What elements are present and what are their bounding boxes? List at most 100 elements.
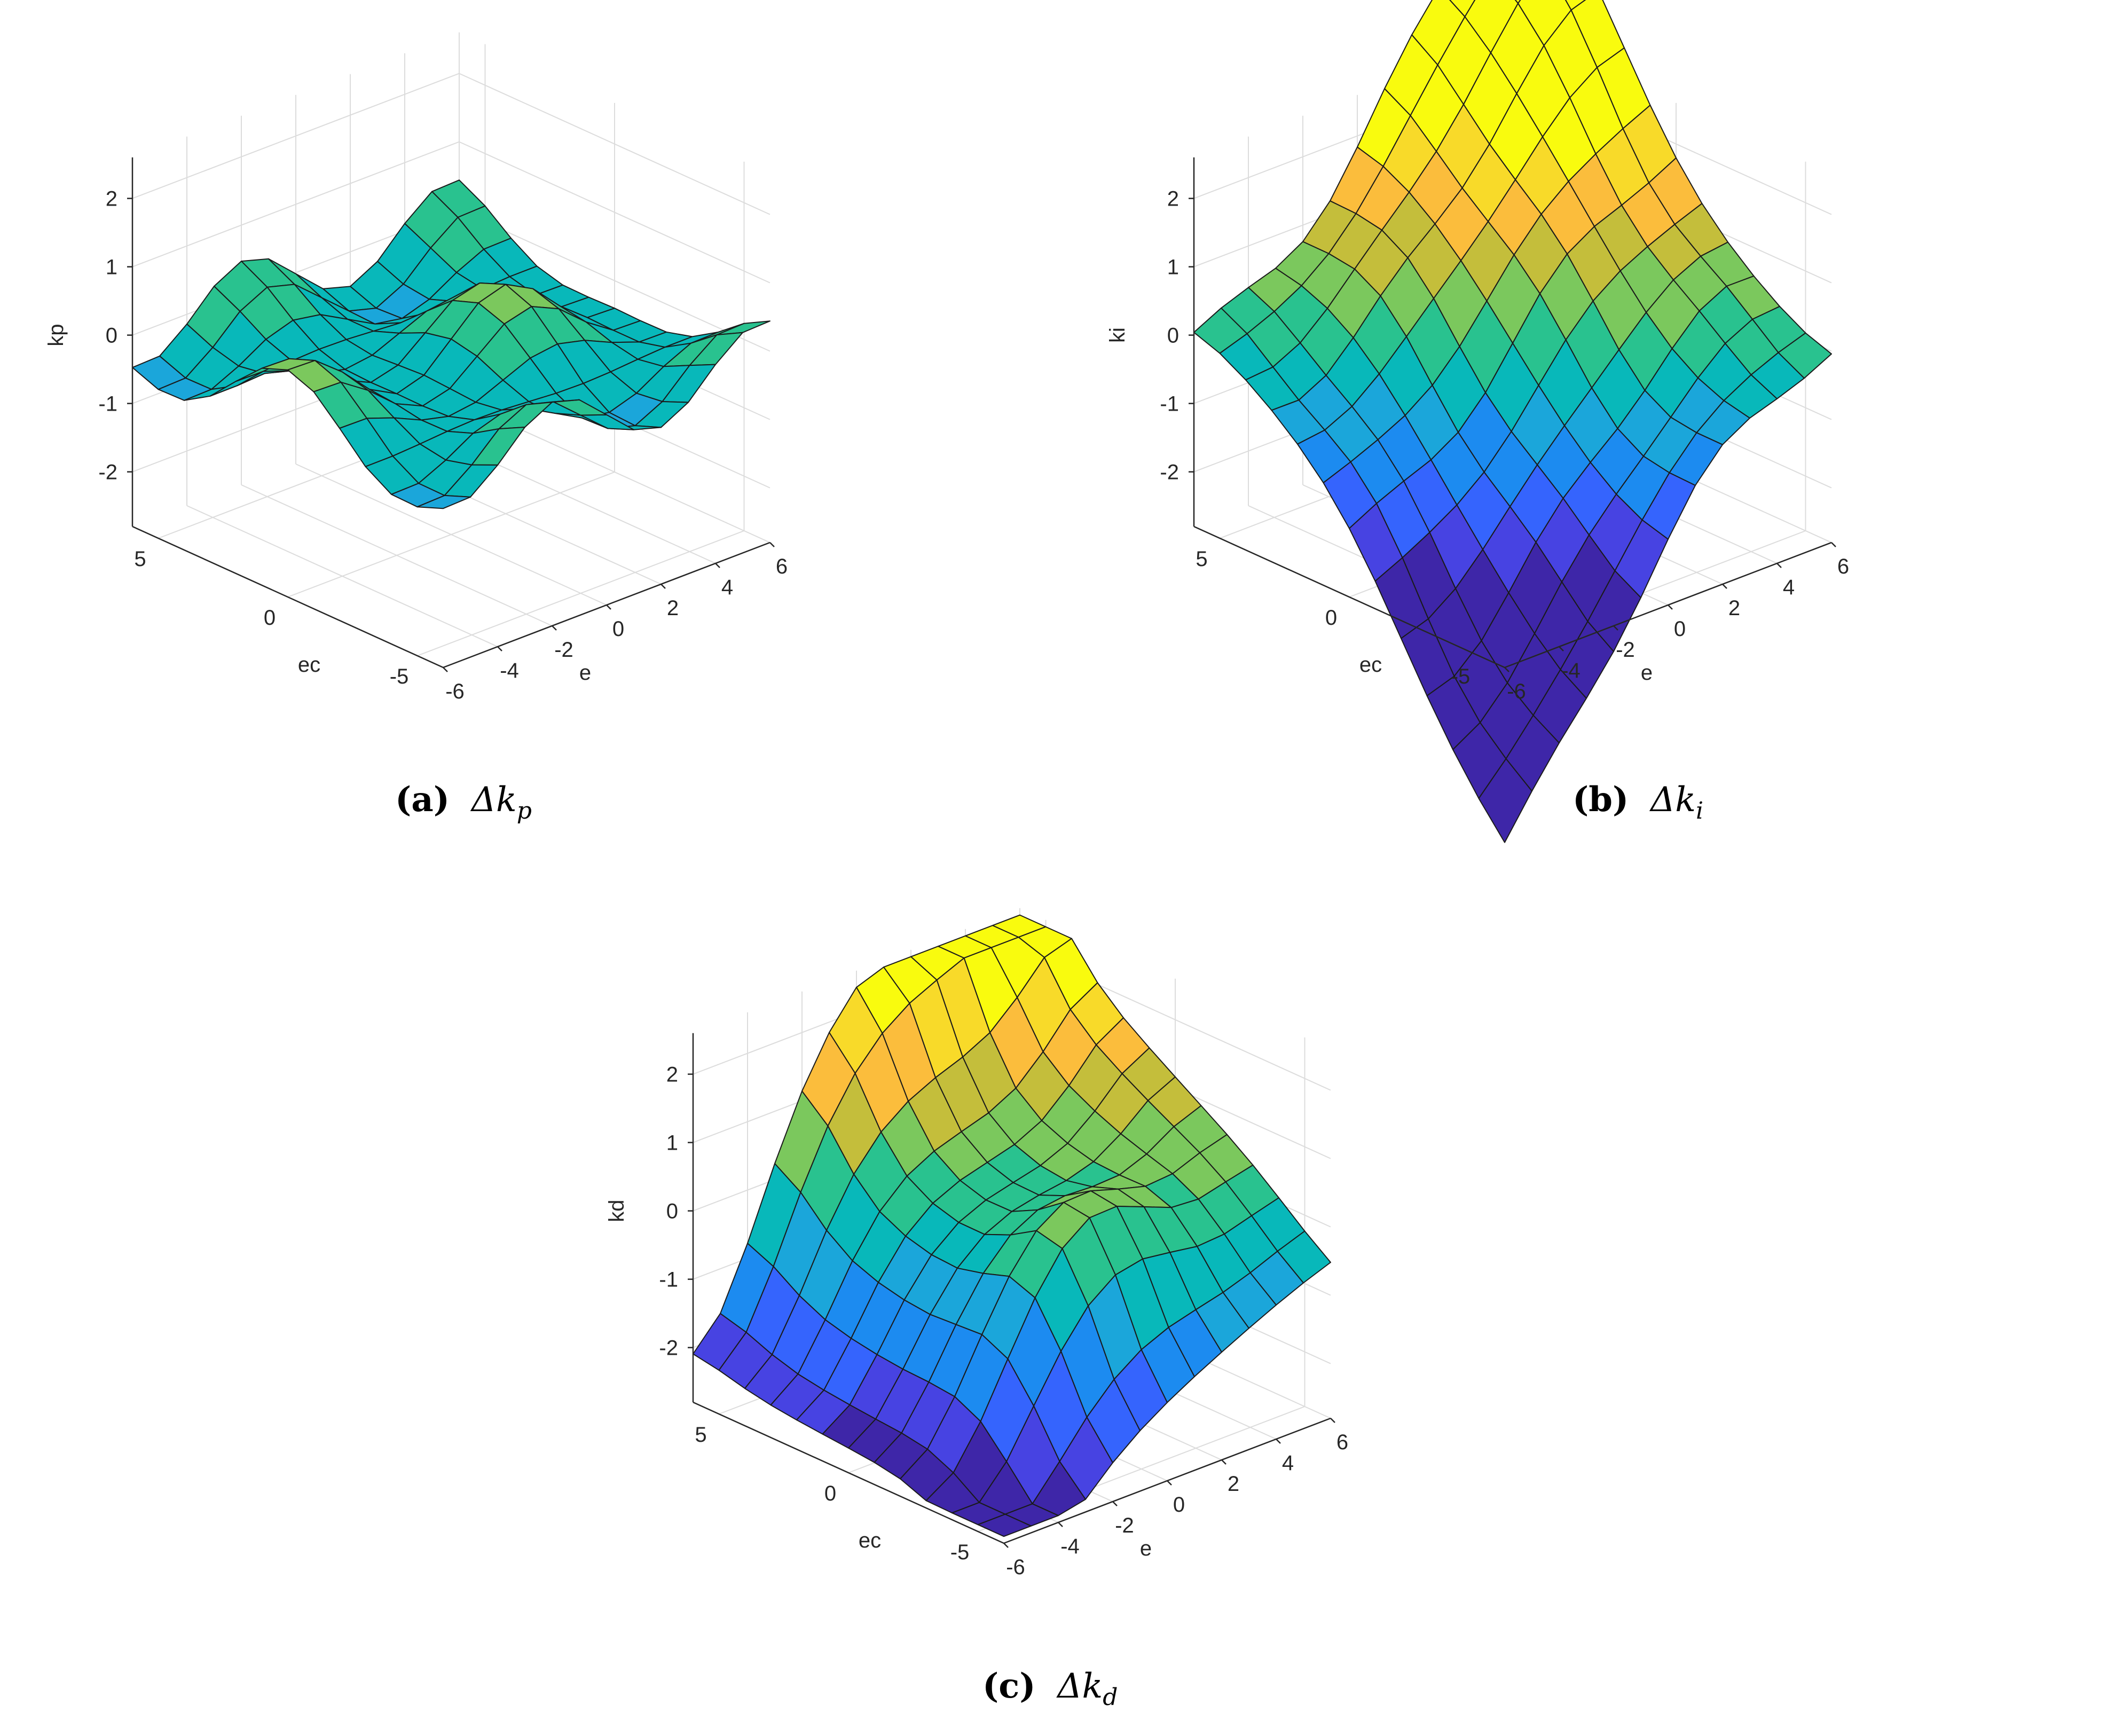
axes: [1189, 157, 1836, 672]
x-tick-mark: [1776, 563, 1782, 568]
z-tick-label: 2: [666, 1063, 678, 1087]
z-tick-label: 2: [1167, 187, 1179, 211]
y-tick-label: 5: [134, 547, 146, 571]
tick-labels: -6 -4 -2 0 2 4 6 -5 0 5 -2 -1 0 1 2: [98, 187, 788, 703]
x-tick-mark: [606, 604, 611, 610]
x-tick-mark: [1003, 1543, 1009, 1548]
x-tick-label: -4: [1060, 1535, 1080, 1558]
caption-kp-label: (a): [395, 780, 450, 820]
y-axis-line: [1193, 525, 1505, 669]
caption-ki-subscript: i: [1696, 797, 1704, 824]
z-tick-label: -2: [659, 1337, 678, 1360]
x-tick-mark: [661, 584, 666, 589]
chart-panel-ki: -6 -4 -2 0 2 4 6 -5 0 5 -2 -1 0 1 2 e ec ki: [1062, 0, 2123, 843]
tick-labels: -6 -4 -2 0 2 4 6 -5 0 5 -2 -1 0 1 2: [1160, 187, 1849, 703]
x-tick-mark: [1276, 1439, 1281, 1444]
x-tick-label: 4: [1783, 576, 1795, 599]
y-tick-label: 0: [264, 606, 276, 630]
z-tick-label: 1: [1167, 256, 1179, 279]
caption-ki-symbol: Δk: [1650, 780, 1696, 820]
axes: [688, 1033, 1335, 1548]
z-tick-label: -1: [1160, 392, 1179, 416]
x-tick-label: -6: [1006, 1556, 1025, 1579]
x-axis-label: e: [1140, 1537, 1152, 1560]
x-tick-mark: [443, 667, 448, 672]
axis-labels: e ec ki: [1106, 327, 1653, 685]
y-axis-label: ec: [298, 653, 320, 677]
y-tick-label: -5: [390, 665, 409, 688]
z-tick-label: 0: [666, 1200, 678, 1223]
z-axis-label: ki: [1106, 327, 1129, 343]
x-tick-label: 6: [1336, 1431, 1348, 1454]
x-tick-mark: [1668, 604, 1673, 610]
surface-patch: [1478, 758, 1532, 843]
z-tick-label: 1: [106, 256, 117, 279]
axis-labels: e ec kp: [44, 324, 591, 685]
chart-ki-svg: -6 -4 -2 0 2 4 6 -5 0 5 -2 -1 0 1 2 e ec ki: [1106, 0, 1849, 843]
y-axis-label: ec: [859, 1529, 881, 1552]
x-tick-label: 4: [1282, 1451, 1294, 1475]
z-tick-label: 0: [106, 324, 117, 348]
axis-labels: e ec kd: [605, 1199, 1152, 1560]
caption-kd-symbol: Δk: [1057, 1667, 1103, 1706]
x-axis-label: e: [579, 661, 591, 685]
surface-mesh: [132, 179, 770, 509]
caption-kd: (c) Δkd: [982, 1666, 1118, 1711]
x-tick-label: 0: [1173, 1493, 1185, 1517]
x-tick-label: -2: [1115, 1514, 1134, 1537]
caption-kp-symbol: Δk: [471, 780, 517, 820]
x-tick-label: 6: [1837, 555, 1849, 578]
z-axis-label: kd: [605, 1199, 628, 1222]
caption-ki: (b) Δki: [1572, 780, 1703, 824]
x-tick-mark: [497, 646, 502, 651]
chart-panel-kp: -6 -4 -2 0 2 4 6 -5 0 5 -2 -1 0 1 2 e ec kp: [0, 0, 1062, 780]
caption-kd-subscript: d: [1103, 1684, 1118, 1711]
z-tick-label: -1: [659, 1268, 678, 1292]
x-tick-label: 0: [612, 617, 624, 641]
x-tick-label: -2: [1616, 638, 1635, 662]
x-tick-label: 2: [667, 596, 679, 620]
x-tick-label: 6: [776, 555, 788, 578]
surface-mesh: [693, 914, 1331, 1537]
z-tick-label: 2: [106, 187, 117, 211]
caption-kp: (a) Δkp: [395, 780, 532, 824]
z-tick-label: 1: [666, 1132, 678, 1155]
x-tick-label: -6: [445, 680, 465, 703]
x-tick-mark: [769, 542, 775, 547]
chart-kp-svg: -6 -4 -2 0 2 4 6 -5 0 5 -2 -1 0 1 2 e ec kp: [44, 32, 788, 703]
x-tick-mark: [1112, 1501, 1118, 1506]
surface-patch: [1564, 0, 1586, 11]
z-tick-label: -2: [98, 461, 117, 484]
y-tick-label: 5: [695, 1423, 706, 1447]
axes: [127, 157, 775, 672]
grid-line: [287, 472, 615, 598]
caption-kp-subscript: p: [516, 797, 532, 824]
grid-line: [417, 530, 744, 656]
x-tick-label: -6: [1507, 680, 1526, 703]
z-tick-label: -1: [98, 392, 117, 416]
x-tick-mark: [1722, 584, 1727, 589]
y-tick-label: -5: [950, 1541, 970, 1564]
y-tick-label: -5: [1451, 665, 1471, 688]
caption-ki-label: (b): [1572, 780, 1629, 820]
surface-patch: [1449, 0, 1476, 18]
y-axis-label: ec: [1359, 653, 1382, 677]
y-tick-label: 5: [1196, 547, 1207, 571]
x-tick-mark: [552, 625, 557, 631]
x-tick-label: -4: [1561, 659, 1581, 682]
x-tick-mark: [1504, 667, 1509, 672]
x-tick-label: 4: [721, 576, 733, 599]
caption-kd-label: (c): [982, 1666, 1036, 1706]
y-axis-line: [693, 1401, 1004, 1544]
chart-kd-svg: -6 -4 -2 0 2 4 6 -5 0 5 -2 -1 0 1 2 e ec kd: [605, 908, 1348, 1579]
tick-labels: -6 -4 -2 0 2 4 6 -5 0 5 -2 -1 0 1 2: [659, 1063, 1348, 1579]
surface-patch: [977, 1513, 1032, 1537]
x-tick-mark: [1831, 542, 1836, 547]
z-axis-label: kp: [44, 324, 68, 346]
surface-mesh: [1193, 0, 1832, 843]
x-tick-mark: [1058, 1522, 1063, 1527]
x-tick-label: 2: [1228, 1472, 1239, 1496]
y-tick-label: 0: [1325, 606, 1337, 630]
x-tick-label: -2: [554, 638, 573, 662]
z-tick-label: 0: [1167, 324, 1179, 348]
